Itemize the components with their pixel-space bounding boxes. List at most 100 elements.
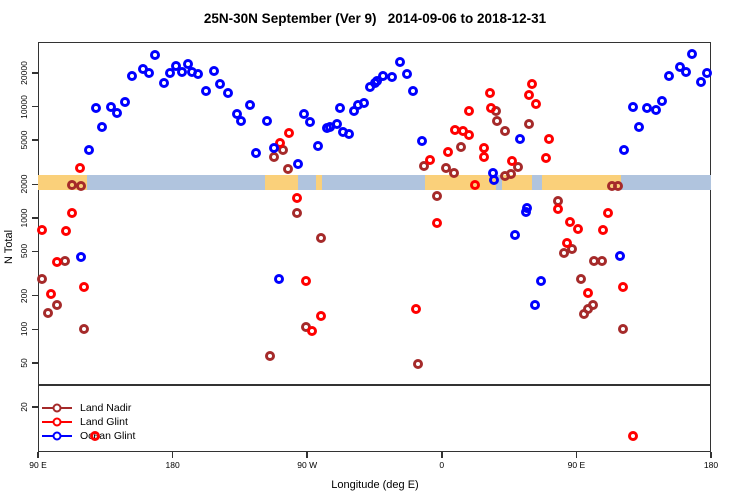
data-point-land-glint	[565, 217, 576, 228]
x-tick-mark	[37, 452, 39, 458]
data-point-ocean-glint	[251, 148, 262, 159]
data-point-land-glint	[531, 99, 542, 110]
data-point-land-glint	[583, 288, 594, 299]
data-point-ocean-glint	[650, 105, 661, 115]
data-point-ocean-glint	[529, 300, 540, 311]
data-point-land-nadir	[513, 162, 524, 173]
data-point-land-nadir	[282, 163, 293, 174]
land-ocean-band-segment-land	[265, 174, 299, 190]
y-tick-mark	[32, 294, 38, 297]
y-tick-mark	[32, 72, 38, 74]
data-point-land-glint	[411, 304, 422, 314]
data-point-land-glint	[526, 79, 537, 90]
data-point-ocean-glint	[520, 206, 531, 217]
x-tick-mark	[710, 452, 712, 458]
y-tick-mark	[32, 328, 38, 330]
data-point-land-nadir	[67, 180, 78, 191]
y-axis-title: N Total	[3, 229, 15, 265]
land-ocean-band-segment-land	[542, 174, 622, 190]
data-point-ocean-glint	[335, 103, 346, 114]
y-tick-label: 5000	[19, 130, 29, 150]
data-point-land-glint	[572, 224, 583, 235]
data-point-ocean-glint	[332, 119, 343, 130]
y-tick-mark	[32, 217, 38, 219]
legend-label: Ocean Glint	[80, 430, 136, 442]
y-tick-label: 20000	[19, 61, 29, 85]
data-point-land-glint	[523, 89, 534, 100]
land-ocean-band-segment-ocean	[495, 174, 502, 190]
data-point-land-glint	[424, 155, 435, 166]
x-tick-label: 90 W	[297, 460, 318, 470]
x-tick-label: 180	[703, 460, 719, 470]
data-point-land-glint	[52, 257, 63, 268]
data-point-ocean-glint	[170, 61, 181, 72]
data-point-land-nadir	[499, 125, 510, 136]
data-point-ocean-glint	[372, 76, 383, 87]
data-point-land-glint	[432, 218, 443, 229]
data-point-ocean-glint	[176, 67, 187, 78]
legend-line-circle-icon	[42, 431, 72, 441]
legend-label: Land Nadir	[80, 402, 132, 414]
data-point-ocean-glint	[680, 67, 691, 78]
data-point-ocean-glint	[344, 129, 355, 140]
y-tick-label: 50	[19, 358, 29, 368]
x-tick-mark	[306, 452, 308, 458]
data-point-ocean-glint	[97, 122, 108, 133]
data-point-land-nadir	[76, 181, 87, 192]
data-point-ocean-glint	[149, 50, 160, 61]
data-point-ocean-glint	[215, 79, 226, 90]
data-point-land-nadir	[315, 233, 326, 244]
data-point-ocean-glint	[143, 68, 154, 79]
data-point-ocean-glint	[312, 141, 323, 152]
data-point-land-glint	[628, 430, 639, 441]
legend-line-circle-icon	[42, 403, 72, 413]
data-point-land-nadir	[559, 248, 570, 259]
data-point-ocean-glint	[701, 68, 712, 79]
data-point-land-nadir	[448, 168, 459, 179]
data-point-ocean-glint	[664, 71, 675, 82]
y-tick-mark	[32, 105, 38, 108]
data-point-ocean-glint	[158, 77, 169, 88]
data-point-land-glint	[617, 282, 628, 293]
y-tick-mark	[32, 362, 38, 364]
data-point-ocean-glint	[269, 143, 280, 154]
data-point-land-nadir	[596, 256, 607, 267]
data-point-ocean-glint	[489, 174, 500, 185]
data-point-land-glint	[463, 130, 474, 141]
data-point-ocean-glint	[514, 134, 525, 145]
data-point-land-glint	[315, 311, 326, 322]
x-tick-label: 90 E	[29, 460, 47, 470]
legend-item: Land Nadir	[42, 401, 135, 415]
data-point-land-nadir	[269, 152, 280, 163]
data-point-ocean-glint	[222, 88, 233, 99]
data-point-ocean-glint	[164, 68, 175, 79]
data-point-ocean-glint	[83, 145, 94, 156]
data-point-ocean-glint	[261, 116, 272, 127]
data-point-land-nadir	[432, 191, 443, 202]
land-ocean-band-segment-land	[425, 174, 496, 190]
data-point-land-glint	[484, 88, 495, 99]
data-point-land-glint	[89, 430, 100, 441]
data-point-land-glint	[507, 156, 518, 167]
data-point-ocean-glint	[193, 69, 204, 79]
data-point-ocean-glint	[619, 145, 630, 156]
data-point-ocean-glint	[614, 251, 625, 262]
x-tick-label: 90 E	[567, 460, 586, 470]
data-point-ocean-glint	[112, 108, 123, 119]
data-point-ocean-glint	[299, 109, 310, 120]
y-tick-mark	[32, 250, 38, 253]
data-point-land-nadir	[505, 169, 516, 180]
data-point-land-glint	[478, 143, 489, 154]
data-point-land-nadir	[456, 142, 467, 153]
data-point-land-nadir	[412, 358, 423, 369]
data-point-land-nadir	[566, 244, 577, 255]
data-point-ocean-glint	[394, 57, 405, 68]
data-point-land-glint	[74, 163, 85, 174]
data-point-land-glint	[602, 208, 613, 219]
data-point-ocean-glint	[634, 122, 645, 133]
data-point-ocean-glint	[305, 117, 316, 128]
data-point-land-nadir	[613, 181, 624, 192]
y-tick-mark	[32, 406, 38, 408]
x-tick-mark	[441, 452, 443, 458]
y-tick-mark	[32, 139, 38, 141]
